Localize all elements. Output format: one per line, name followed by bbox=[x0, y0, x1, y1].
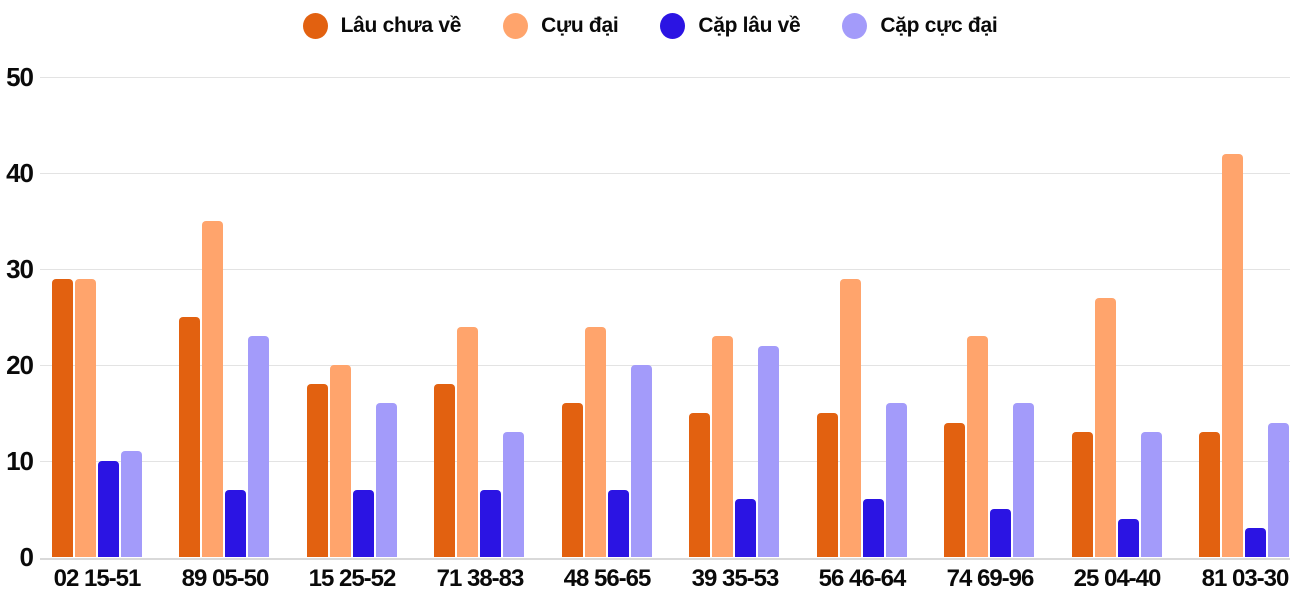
bar-s1-g3 bbox=[457, 327, 478, 557]
bar-s0-g3 bbox=[434, 384, 455, 557]
y-tick-label-50: 50 bbox=[6, 62, 34, 92]
legend-item-cuu-dai: Cựu đại bbox=[503, 13, 619, 39]
bar-s0-g2 bbox=[307, 384, 328, 557]
bar-s0-g9 bbox=[1199, 432, 1220, 557]
y-tick-label-40: 40 bbox=[6, 158, 34, 188]
y-tick-label-0: 0 bbox=[19, 542, 34, 572]
gridline-10 bbox=[40, 461, 1290, 462]
x-tick-label-2: 15 25-52 bbox=[308, 565, 397, 592]
bar-s1-g2 bbox=[330, 365, 351, 557]
bar-s3-g2 bbox=[376, 403, 397, 557]
bar-s1-g5 bbox=[712, 336, 733, 557]
x-tick-label-3: 71 38-83 bbox=[436, 565, 525, 592]
x-tick-label-8: 25 04-40 bbox=[1073, 565, 1162, 592]
gridline-30 bbox=[40, 269, 1290, 270]
bar-s2-g0 bbox=[98, 461, 119, 557]
legend-item-cap-lau-ve: Cặp lâu về bbox=[660, 13, 801, 39]
bar-s0-g4 bbox=[562, 403, 583, 557]
bar-s2-g8 bbox=[1118, 519, 1139, 557]
bar-s2-g5 bbox=[735, 499, 756, 557]
x-axis-baseline bbox=[40, 558, 1290, 560]
bar-s2-g6 bbox=[863, 499, 884, 557]
y-tick-label-10: 10 bbox=[6, 446, 34, 476]
bar-s2-g2 bbox=[353, 490, 374, 557]
x-tick-label-0: 02 15-51 bbox=[53, 565, 142, 592]
bar-s2-g9 bbox=[1245, 528, 1266, 557]
bar-s1-g9 bbox=[1222, 154, 1243, 557]
legend-item-lau-chua-ve: Lâu chưa về bbox=[302, 13, 462, 39]
legend-label: Cặp cực đại bbox=[880, 14, 998, 37]
x-tick-label-1: 89 05-50 bbox=[181, 565, 270, 592]
legend-dot-icon bbox=[660, 13, 686, 39]
gridline-20 bbox=[40, 365, 1290, 366]
bar-s2-g1 bbox=[225, 490, 246, 557]
y-tick-label-20: 20 bbox=[6, 350, 34, 380]
bar-s1-g4 bbox=[585, 327, 606, 557]
legend-label: Cặp lâu về bbox=[698, 14, 801, 37]
bar-s3-g3 bbox=[503, 432, 524, 557]
chart-legend: Lâu chưa về Cựu đại Cặp lâu về Cặp cực đ… bbox=[0, 8, 1300, 44]
bar-s3-g6 bbox=[886, 403, 907, 557]
bar-s0-g1 bbox=[179, 317, 200, 557]
y-tick-label-30: 30 bbox=[6, 254, 34, 284]
bar-s1-g7 bbox=[967, 336, 988, 557]
x-tick-label-5: 39 35-53 bbox=[691, 565, 780, 592]
bar-s0-g8 bbox=[1072, 432, 1093, 557]
bar-s1-g6 bbox=[840, 279, 861, 557]
bar-s1-g1 bbox=[202, 221, 223, 557]
legend-dot-icon bbox=[302, 13, 328, 39]
x-tick-label-7: 74 69-96 bbox=[946, 565, 1035, 592]
bar-s3-g5 bbox=[758, 346, 779, 557]
legend-label: Cựu đại bbox=[541, 14, 619, 37]
bar-s0-g7 bbox=[944, 423, 965, 557]
bar-s3-g0 bbox=[121, 451, 142, 557]
bar-s1-g0 bbox=[75, 279, 96, 557]
bar-s3-g7 bbox=[1013, 403, 1034, 557]
bar-s0-g6 bbox=[817, 413, 838, 557]
bar-s3-g1 bbox=[248, 336, 269, 557]
legend-label: Lâu chưa về bbox=[340, 14, 462, 37]
gridline-50 bbox=[40, 77, 1290, 78]
bar-s3-g9 bbox=[1268, 423, 1289, 557]
bar-s0-g5 bbox=[689, 413, 710, 557]
bar-s2-g3 bbox=[480, 490, 501, 557]
bar-s2-g4 bbox=[608, 490, 629, 557]
gridline-40 bbox=[40, 173, 1290, 174]
bar-s0-g0 bbox=[52, 279, 73, 557]
bar-s2-g7 bbox=[990, 509, 1011, 557]
legend-item-cap-cuc-dai: Cặp cực đại bbox=[842, 13, 998, 39]
x-tick-label-4: 48 56-65 bbox=[563, 565, 652, 592]
bar-s3-g4 bbox=[631, 365, 652, 557]
x-tick-label-6: 56 46-64 bbox=[818, 565, 907, 592]
bar-s3-g8 bbox=[1141, 432, 1162, 557]
x-tick-label-9: 81 03-30 bbox=[1201, 565, 1290, 592]
legend-dot-icon bbox=[503, 13, 529, 39]
bar-s1-g8 bbox=[1095, 298, 1116, 557]
legend-dot-icon bbox=[842, 13, 868, 39]
